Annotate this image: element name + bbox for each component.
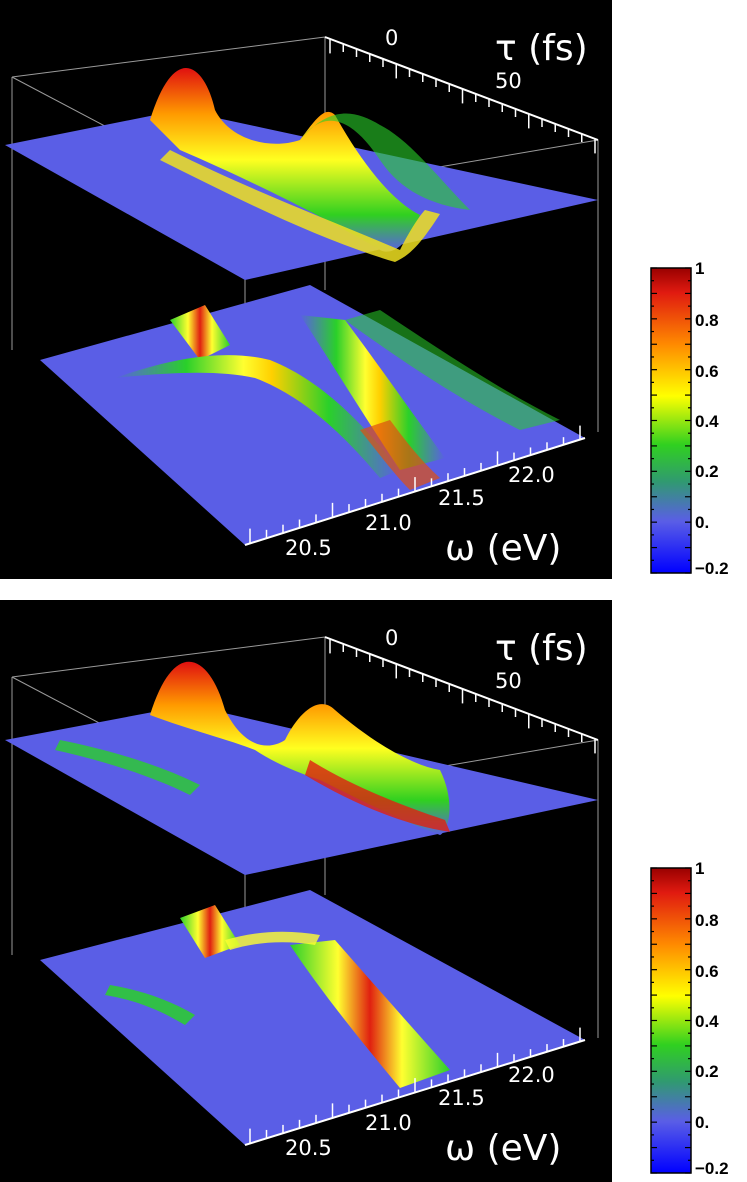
- omega-tick-label: 20.5: [285, 1136, 332, 1160]
- omega-tick-label: 20.5: [285, 536, 332, 560]
- colorbar-tick-label: 0.2: [695, 1062, 719, 1081]
- omega-axis-ticks: [249, 1027, 581, 1143]
- omega-tick-label: 21.0: [365, 511, 412, 535]
- upper-surface-plane: [5, 705, 598, 875]
- omega-tick-label: 21.5: [438, 486, 485, 510]
- tau-tick-label: 0: [385, 26, 398, 50]
- upper-surface-green-band: [55, 740, 200, 795]
- lower-projection-plane: [40, 890, 585, 1145]
- upper-surface-ridge: [150, 661, 450, 835]
- surface-plot-top: 20.5 21.0 21.5 22.0 ω (eV) 0 50 τ (fs): [0, 0, 612, 579]
- colorbar-bottom: 1 0.8 0.6 0.4 0.2 0. −0.2: [650, 859, 729, 1178]
- colorbar-top: 1 0.8 0.6 0.4 0.2 0. −0.2: [650, 259, 729, 578]
- omega-tick-label: 21.0: [365, 1111, 412, 1135]
- surface-plot-svg-top: 20.5 21.0 21.5 22.0 ω (eV) 0 50 τ (fs): [5, 26, 599, 569]
- surface-plot-svg-bottom: 20.5 21.0 21.5 22.0 ω (eV) 0 50 τ (fs): [5, 626, 599, 1169]
- omega-axis-title: ω (eV): [445, 528, 561, 569]
- colorbar-tick-label: 1: [695, 259, 704, 278]
- colorbar-tick-label: 0.8: [695, 311, 719, 330]
- omega-axis-ticks: [249, 425, 581, 543]
- projection-yellow-band: [225, 931, 320, 950]
- colorbar-tick-label: 1: [695, 859, 704, 878]
- colorbar-tick-label: 0.4: [695, 1012, 719, 1031]
- projection-main-band: [290, 940, 450, 1088]
- colorbar-tick-label: 0.6: [695, 962, 719, 981]
- tau-tick-label: 0: [385, 626, 398, 650]
- projection-v-band-right: [300, 315, 445, 470]
- projection-shoulder: [345, 310, 560, 430]
- colorbar-tick-label: −0.2: [695, 1159, 729, 1178]
- upper-surface-ridge: [150, 67, 420, 252]
- omega-tick-label: 21.5: [438, 1086, 485, 1110]
- projection-peak: [360, 420, 440, 490]
- tau-axis-title: τ (fs): [495, 628, 588, 669]
- tau-tick-label: 50: [495, 669, 522, 693]
- colorbar-tick-label: 0.8: [695, 911, 719, 930]
- projection-v-band-left: [115, 355, 400, 478]
- colorbar-ticks: [651, 867, 691, 1174]
- colorbar-tick-label: 0.: [695, 513, 709, 532]
- tau-axis-ticks: [329, 39, 596, 154]
- projection-green-band: [105, 985, 195, 1025]
- colorbar-tick-label: −0.2: [695, 559, 729, 578]
- upper-surface-band: [160, 150, 440, 262]
- omega-axis-title: ω (eV): [445, 1128, 561, 1169]
- omega-tick-label: 22.0: [508, 463, 555, 487]
- colorbar-tick-label: 0.2: [695, 462, 719, 481]
- upper-surface-shoulder: [300, 113, 470, 210]
- colorbar-tick-label: 0.: [695, 1113, 709, 1132]
- projection-red-band: [170, 305, 230, 360]
- colorbar-ticks: [651, 267, 691, 574]
- colorbar-gradient: [650, 267, 692, 574]
- omega-tick-label: 22.0: [508, 1063, 555, 1087]
- tau-axis-ticks: [329, 639, 596, 754]
- tau-tick-label: 50: [495, 69, 522, 93]
- colorbar-tick-label: 0.4: [695, 412, 719, 431]
- colorbar-tick-label: 0.6: [695, 362, 719, 381]
- tau-axis-title: τ (fs): [495, 28, 588, 69]
- upper-surface-red-band: [305, 760, 450, 832]
- surface-plot-bottom: 20.5 21.0 21.5 22.0 ω (eV) 0 50 τ (fs): [0, 600, 612, 1182]
- projection-red-band: [180, 905, 240, 958]
